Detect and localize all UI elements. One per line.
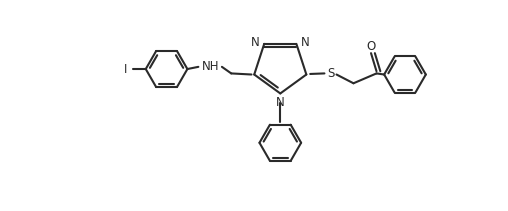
Text: O: O	[366, 40, 375, 53]
Text: I: I	[124, 62, 128, 76]
Text: N: N	[276, 96, 284, 109]
Text: N: N	[250, 36, 259, 49]
Text: S: S	[327, 67, 334, 80]
Text: NH: NH	[202, 60, 219, 73]
Text: N: N	[301, 36, 310, 49]
